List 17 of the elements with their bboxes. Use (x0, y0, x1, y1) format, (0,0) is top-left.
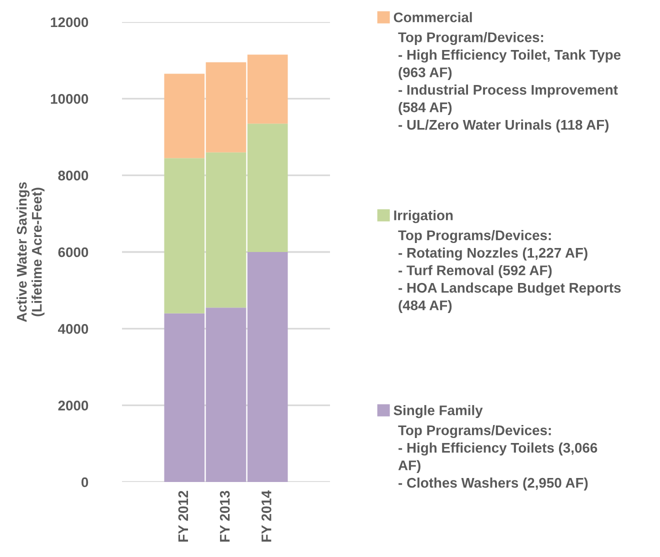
legend-label: Commercial (394, 12, 472, 22)
y-tick-label: 4000 (58, 324, 88, 334)
x-tick-label: FY 2013 (220, 490, 230, 542)
x-tick-label: FY 2014 (261, 490, 272, 542)
text: Top Programs/Devices: - High Efficiency Toilets (3,066 AF) - Clothes Washers (2,950 AF) (398, 425, 598, 490)
text: Top Program/Devices: - High Efficiency Toilet, Tank Type (963 AF) - Industrial Process Improvement (584 AF) - UL/Zero Water Urinals (118 AF) (398, 32, 621, 132)
y-tick-label: 10000 (50, 94, 88, 104)
x-tick-label: FY 2012 (178, 490, 188, 542)
legend-label: Irrigation (394, 210, 453, 224)
y-tick-label: 0 (81, 477, 88, 488)
y-tick-label: 6000 (58, 247, 88, 258)
legend-label: Single Family (394, 405, 483, 418)
text: Top Programs/Devices: - Rotating Nozzles (1,227 AF) - Turf Removal (592 AF) - HOA Landscape Budget Reports (484 AF) (398, 230, 621, 314)
y-tick-label: 8000 (58, 170, 88, 181)
y-tick-label: 2000 (58, 400, 88, 411)
y-tick-label: 12000 (50, 17, 88, 28)
y-axis-title: Active Water Savings (Lifetime Acre-Feet) (16, 182, 44, 322)
